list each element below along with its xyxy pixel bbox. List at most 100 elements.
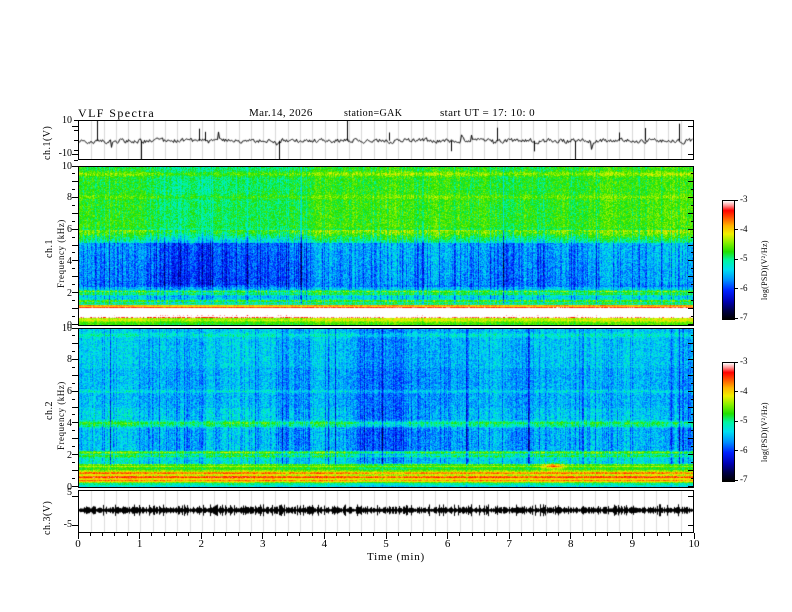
x-tick bbox=[164, 533, 165, 536]
colorbar-tick bbox=[734, 480, 738, 481]
y-tick bbox=[688, 260, 694, 261]
y-tick bbox=[72, 252, 75, 253]
x-tick bbox=[188, 533, 189, 536]
y-tick bbox=[688, 407, 694, 408]
x-tick bbox=[607, 533, 608, 536]
x-tick bbox=[644, 533, 645, 536]
y-tick bbox=[72, 213, 78, 214]
y-tick bbox=[72, 335, 75, 336]
x-tick-label: 6 bbox=[444, 538, 451, 550]
y-tick bbox=[72, 126, 78, 127]
ch1-ytick-6: 6 bbox=[67, 224, 72, 235]
y-tick bbox=[72, 308, 78, 309]
y-tick bbox=[72, 399, 75, 400]
x-tick-label: 9 bbox=[629, 538, 636, 550]
x-tick-label: 10 bbox=[688, 538, 700, 550]
colorbar-tick bbox=[734, 421, 738, 422]
y-tick bbox=[72, 197, 78, 198]
page-title: VLF Spectra bbox=[78, 106, 156, 120]
y-tick bbox=[691, 205, 694, 206]
ch1-ytick-8: 8 bbox=[67, 192, 72, 203]
x-tick bbox=[558, 533, 559, 536]
y-tick bbox=[688, 470, 694, 471]
colorbar-ch1-gradient bbox=[723, 201, 734, 319]
x-tick bbox=[151, 533, 152, 536]
x-tick bbox=[472, 533, 473, 536]
colorbar-ch1-title: log(PSD)(V²/Hz) bbox=[760, 240, 769, 300]
y-tick bbox=[72, 181, 78, 182]
y-tick bbox=[72, 462, 75, 463]
colorbar-tick-label: -5 bbox=[740, 415, 748, 425]
y-tick bbox=[691, 383, 694, 384]
y-tick bbox=[688, 391, 694, 392]
y-tick bbox=[72, 407, 78, 408]
y-tick bbox=[688, 181, 694, 182]
y-tick bbox=[688, 486, 694, 487]
y-tick bbox=[691, 221, 694, 222]
y-tick bbox=[72, 154, 78, 155]
y-tick bbox=[72, 359, 78, 360]
y-tick bbox=[688, 308, 694, 309]
x-tick bbox=[250, 533, 251, 536]
x-tick bbox=[78, 533, 79, 539]
y-tick bbox=[74, 160, 78, 161]
y-tick bbox=[72, 430, 75, 431]
x-tick bbox=[275, 533, 276, 536]
y-tick bbox=[691, 399, 694, 400]
x-tick bbox=[349, 533, 350, 536]
ch2-ytick-6: 6 bbox=[67, 386, 72, 397]
colorbar-tick bbox=[734, 200, 738, 201]
y-tick bbox=[72, 205, 75, 206]
colorbar-tick-label: -7 bbox=[740, 474, 748, 484]
ch2-ytick-4: 4 bbox=[67, 418, 72, 429]
y-tick bbox=[72, 470, 78, 471]
x-tick bbox=[361, 533, 362, 536]
y-tick bbox=[72, 525, 78, 526]
y-tick bbox=[691, 430, 694, 431]
x-tick bbox=[324, 533, 325, 539]
ch1v-ytick-hi: 10 bbox=[62, 115, 72, 126]
colorbar-tick-label: -6 bbox=[740, 282, 748, 293]
y-tick bbox=[72, 260, 78, 261]
y-tick bbox=[688, 126, 694, 127]
ch3-ytick-hi: 5 bbox=[67, 487, 72, 498]
y-tick bbox=[688, 229, 694, 230]
x-tick bbox=[201, 533, 202, 539]
y-tick bbox=[72, 324, 78, 325]
x-tick bbox=[299, 533, 300, 536]
y-tick bbox=[688, 343, 694, 344]
y-tick bbox=[72, 237, 75, 238]
x-tick bbox=[595, 533, 596, 536]
header-start-ut: start UT = 17: 10: 0 bbox=[440, 107, 535, 119]
ch2-ytick-2: 2 bbox=[67, 450, 72, 461]
x-tick bbox=[176, 533, 177, 536]
colorbar-ch2-title: log(PSD)(V²/Hz) bbox=[760, 402, 769, 462]
header-date: Mar.14, 2026 bbox=[249, 107, 313, 119]
y-tick bbox=[691, 316, 694, 317]
x-tick bbox=[114, 533, 115, 536]
x-tick bbox=[386, 533, 387, 539]
x-tick bbox=[238, 533, 239, 536]
y-tick bbox=[688, 213, 694, 214]
colorbar-tick bbox=[734, 288, 738, 289]
colorbar-tick bbox=[734, 259, 738, 260]
y-tick bbox=[72, 166, 78, 167]
y-tick bbox=[72, 316, 75, 317]
y-tick bbox=[72, 383, 75, 384]
y-tick bbox=[691, 462, 694, 463]
x-tick-label: 0 bbox=[75, 538, 81, 550]
x-tick bbox=[373, 533, 374, 536]
colorbar-tick-label: -7 bbox=[740, 312, 748, 322]
y-tick bbox=[688, 292, 694, 293]
y-tick bbox=[72, 268, 75, 269]
y-tick bbox=[72, 292, 78, 293]
x-tick-label: 7 bbox=[506, 538, 512, 550]
y-tick bbox=[688, 422, 694, 423]
y-tick bbox=[72, 229, 78, 230]
x-tick-label: 1 bbox=[136, 538, 143, 550]
y-tick bbox=[74, 140, 78, 141]
y-tick bbox=[691, 478, 694, 479]
x-tick-label: 8 bbox=[568, 538, 574, 550]
y-tick bbox=[688, 324, 694, 325]
x-tick bbox=[583, 533, 584, 536]
